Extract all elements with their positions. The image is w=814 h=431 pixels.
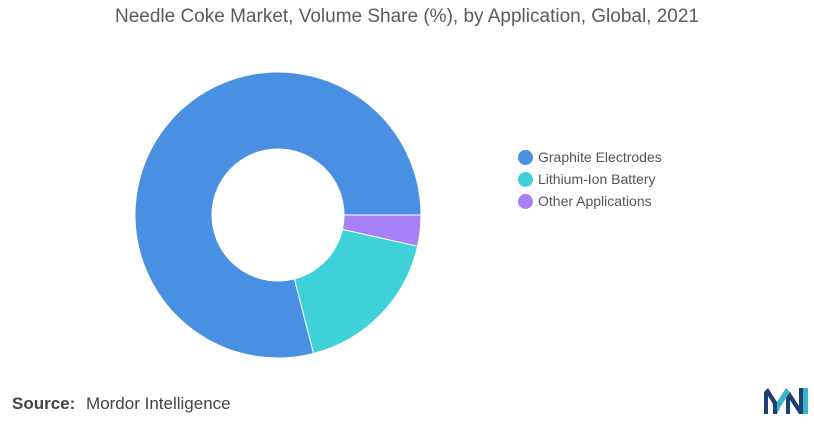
legend-swatch-graphite-electrodes <box>518 149 533 165</box>
legend: Graphite Electrodes Lithium-Ion Battery … <box>518 149 662 209</box>
legend-label-graphite-electrodes: Graphite Electrodes <box>538 149 662 165</box>
legend-item-graphite-electrodes: Graphite Electrodes <box>518 149 662 165</box>
legend-item-lithium-ion-battery: Lithium-Ion Battery <box>518 171 662 187</box>
legend-swatch-lithium-ion-battery <box>518 171 533 187</box>
donut-slice-lithium-ion-battery <box>293 228 419 355</box>
legend-swatch-other-applications <box>518 193 533 209</box>
mordor-intelligence-logo-icon <box>764 388 808 414</box>
source-line: Source: Mordor Intelligence <box>12 394 231 414</box>
chart-title: Needle Coke Market, Volume Share (%), by… <box>114 6 700 27</box>
donut-slice-other-applications <box>341 214 422 247</box>
legend-item-other-applications: Other Applications <box>518 193 662 209</box>
donut-slice-graphite-electrodes <box>134 71 422 359</box>
legend-label-other-applications: Other Applications <box>538 193 652 209</box>
source-text: Mordor Intelligence <box>86 394 231 413</box>
legend-label-lithium-ion-battery: Lithium-Ion Battery <box>538 171 656 187</box>
source-label: Source: <box>12 394 76 413</box>
